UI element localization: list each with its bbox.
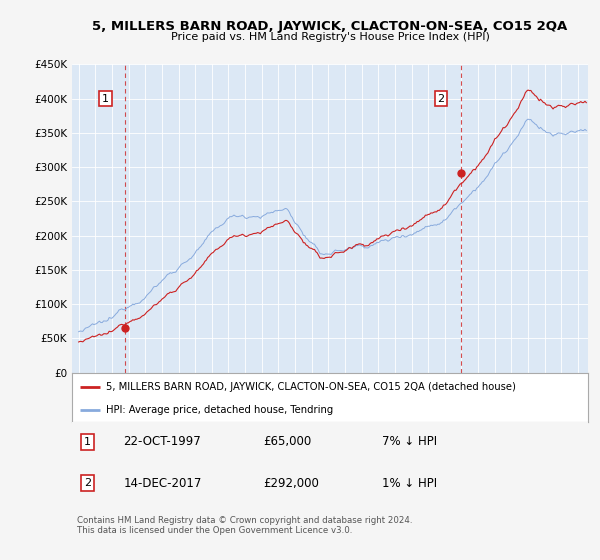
Text: 22-OCT-1997: 22-OCT-1997	[124, 435, 202, 449]
Text: 1: 1	[84, 437, 91, 447]
Text: £65,000: £65,000	[263, 435, 311, 449]
Text: 14-DEC-2017: 14-DEC-2017	[124, 477, 202, 489]
Text: Contains HM Land Registry data © Crown copyright and database right 2024.
This d: Contains HM Land Registry data © Crown c…	[77, 516, 413, 535]
Text: Price paid vs. HM Land Registry's House Price Index (HPI): Price paid vs. HM Land Registry's House …	[170, 32, 490, 43]
Text: £292,000: £292,000	[263, 477, 319, 489]
Text: 1% ↓ HPI: 1% ↓ HPI	[382, 477, 437, 489]
Text: 5, MILLERS BARN ROAD, JAYWICK, CLACTON-ON-SEA, CO15 2QA (detached house): 5, MILLERS BARN ROAD, JAYWICK, CLACTON-O…	[106, 381, 515, 391]
Text: 2: 2	[84, 478, 91, 488]
Text: 2: 2	[437, 94, 445, 104]
Text: HPI: Average price, detached house, Tendring: HPI: Average price, detached house, Tend…	[106, 405, 333, 415]
Text: 1: 1	[102, 94, 109, 104]
Text: 5, MILLERS BARN ROAD, JAYWICK, CLACTON-ON-SEA, CO15 2QA: 5, MILLERS BARN ROAD, JAYWICK, CLACTON-O…	[92, 20, 568, 32]
Text: 7% ↓ HPI: 7% ↓ HPI	[382, 435, 437, 449]
